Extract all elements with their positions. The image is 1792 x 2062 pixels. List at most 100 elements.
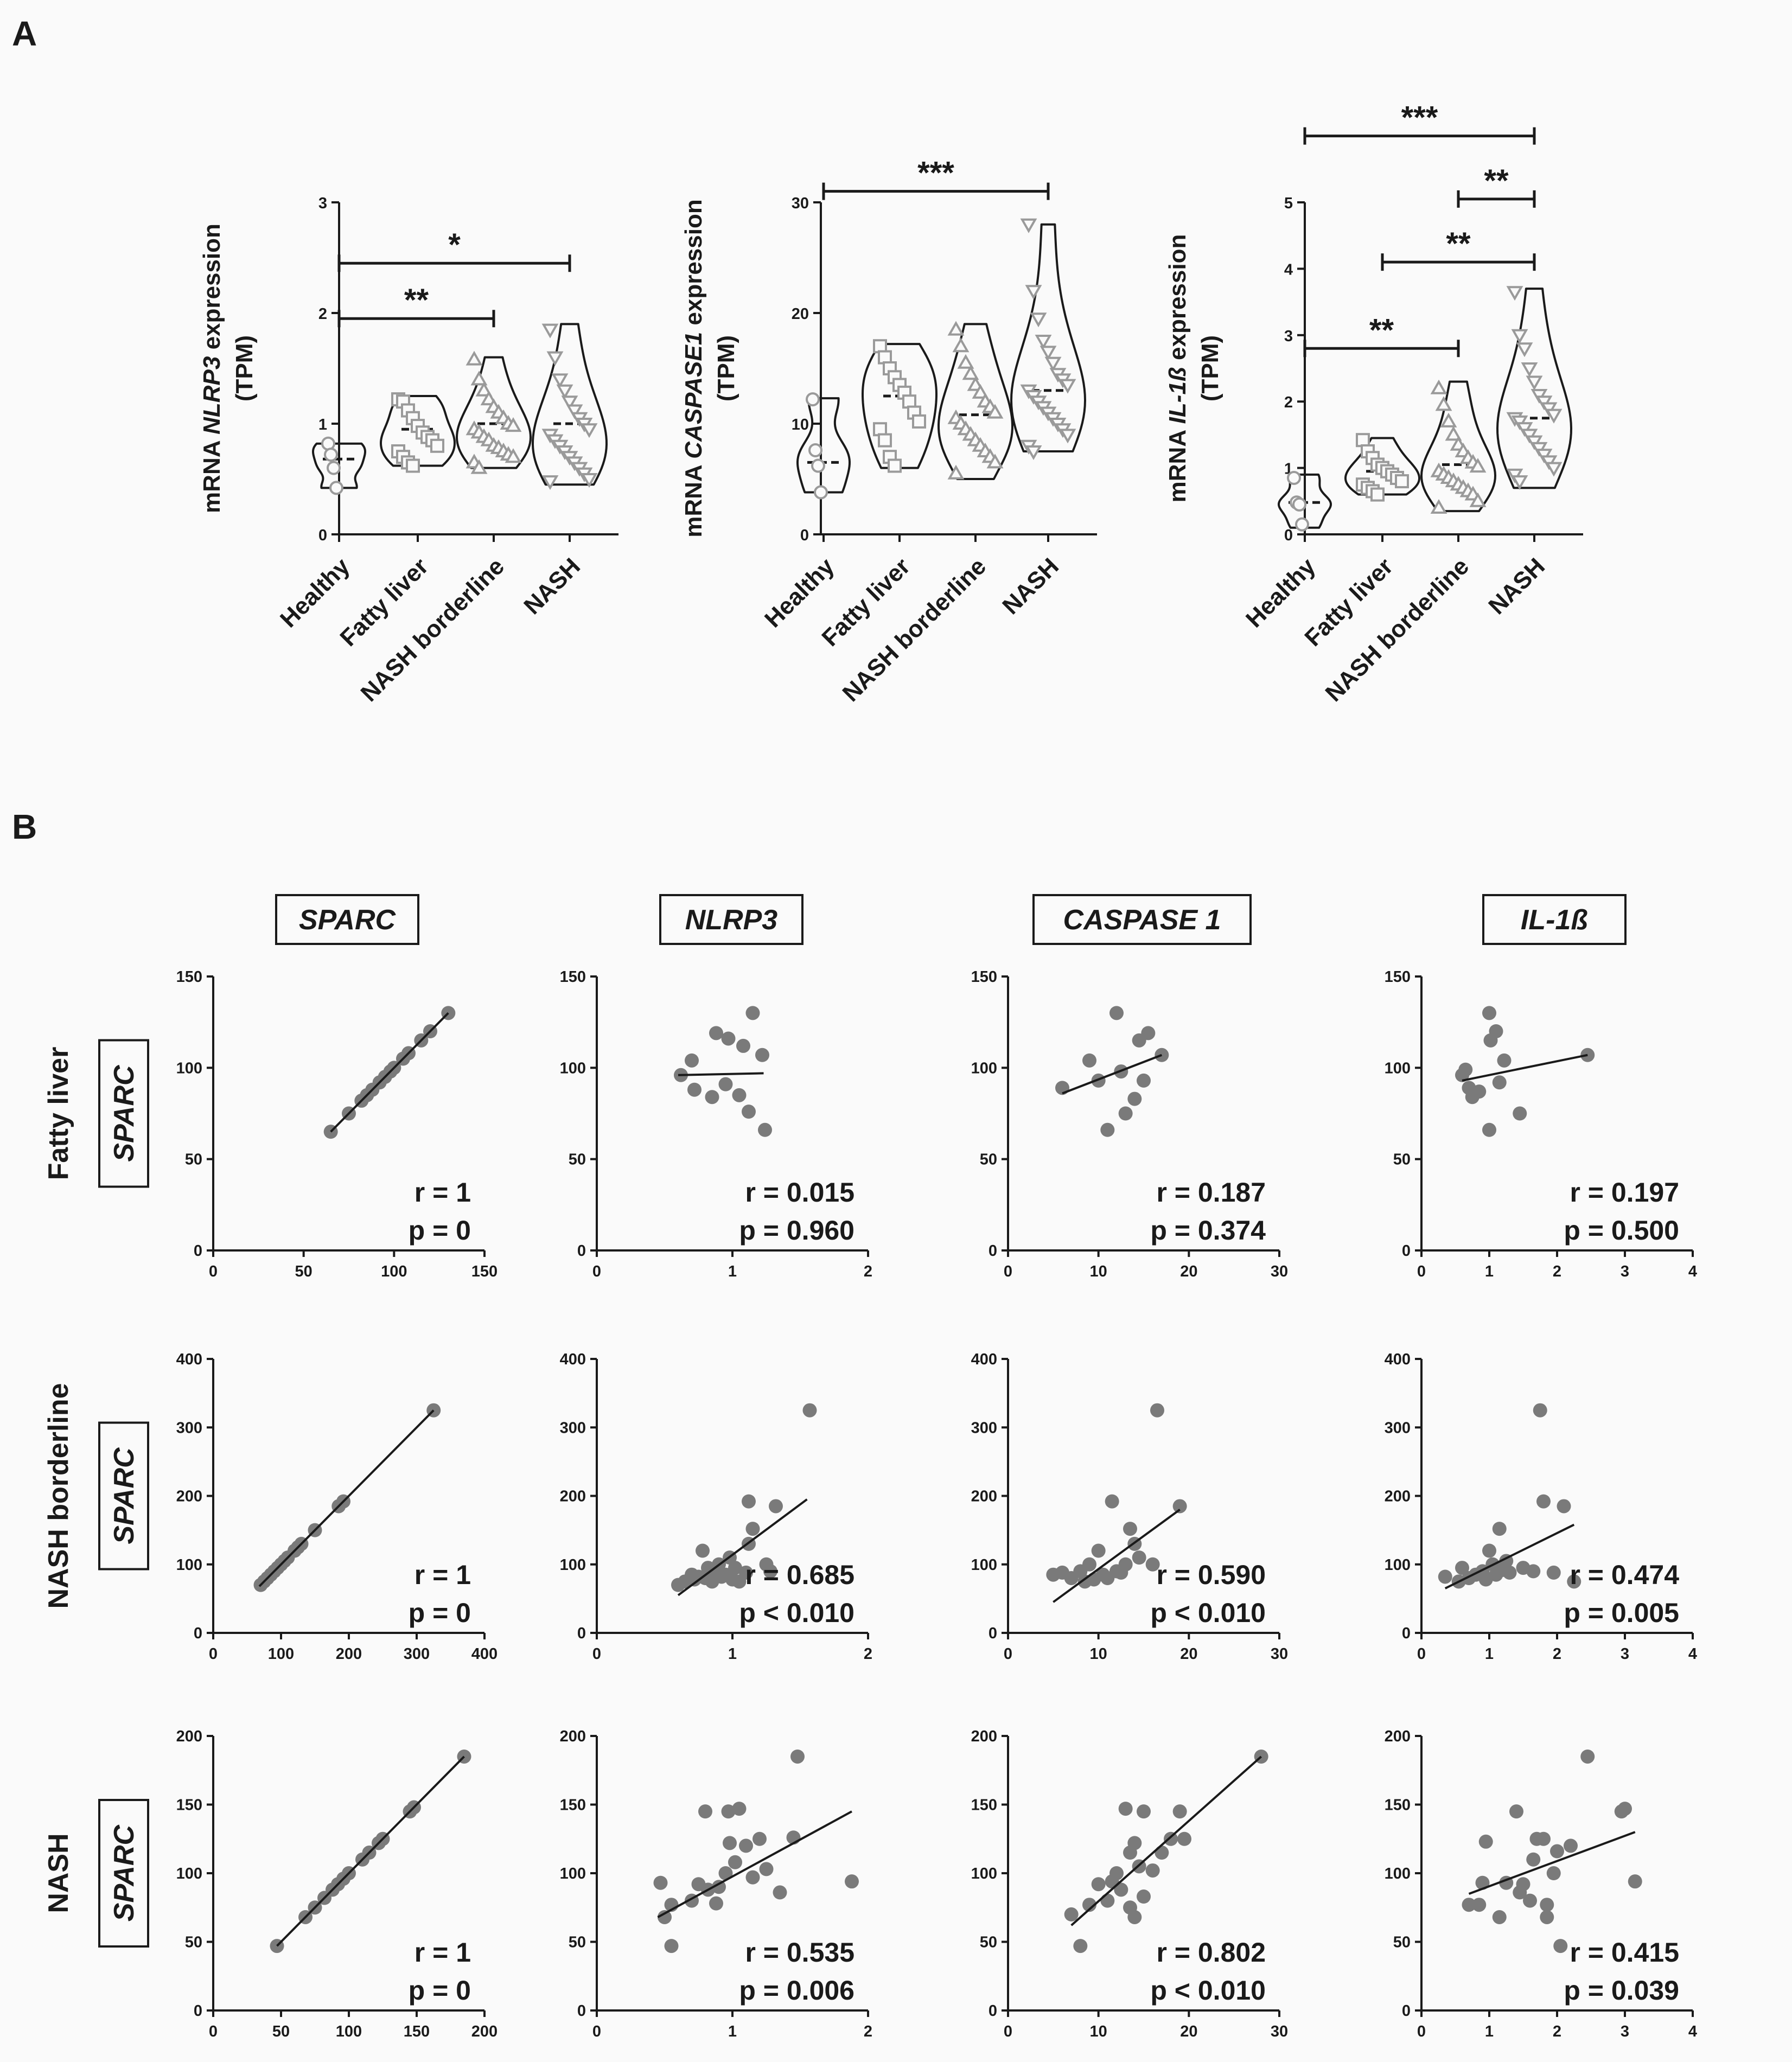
data-point [1553,1939,1568,1954]
y-axis-title: mRNA CASPASE1 expression [680,199,707,538]
data-point [790,1749,805,1764]
data-point [972,384,989,399]
data-point [1509,1804,1523,1819]
regression-line [1062,1054,1163,1095]
x-tick-label: 50 [272,2023,290,2040]
regression-line [1070,1755,1262,1926]
data-point [1145,1863,1160,1878]
data-point [1550,1844,1564,1859]
data-point [1100,1122,1115,1137]
row-gene-label: SPARC [109,1447,140,1544]
data-point [962,365,979,380]
x-tick-label: 4 [1688,1645,1697,1663]
data-point [745,1522,760,1536]
data-point [430,438,444,453]
x-tick-label: 0 [1417,1645,1426,1663]
significance-label: * [448,227,461,263]
scatter-plot-r0-c1: 0 50 100 150 0 1 2 r = 0.015 p = 0.960 [560,968,872,1280]
y-tick-label: 300 [560,1419,586,1437]
x-tick-label: 0 [209,1263,218,1280]
data-point [1114,1882,1128,1897]
data-point [1526,1852,1541,1867]
x-tick-label: 30 [1271,1263,1288,1280]
data-point [1082,1898,1096,1912]
data-point [696,1543,710,1558]
data-point [957,354,974,369]
data-point [742,1105,756,1119]
x-tick-label: 0 [592,1645,601,1663]
y-tick-label: 150 [971,1797,997,1814]
data-point [878,433,892,448]
data-point [1091,1543,1106,1558]
data-point [1455,1561,1469,1575]
p-value: p < 0.010 [1150,1598,1266,1628]
data-point [1628,1874,1642,1889]
data-point [1462,1898,1476,1912]
significance-bracket [1303,127,1536,145]
column-header-box [659,894,803,945]
y-axis-title-gene: NLRP3 [199,356,225,435]
data-point [1533,1403,1547,1418]
data-point [1482,1122,1496,1137]
x-tick-label: 0 [1004,1263,1012,1280]
data-point [475,381,493,397]
y-tick-label: 100 [176,1556,202,1574]
y-tick-label: 0 [318,527,327,544]
row-gene-box [98,1799,149,1948]
p-value: p < 0.010 [739,1598,854,1628]
data-point [685,1053,699,1068]
y-tick-label: 150 [1385,968,1411,986]
category-label: NASH borderline [837,553,991,707]
data-point [1109,1006,1124,1020]
x-tick-label: 10 [1090,1645,1107,1663]
scatter-plot-r1-c2: 0 100 200 300 400 0 10 20 30 r = 0.590 p < 0.010 [971,1351,1289,1663]
category-label: Healthy [1241,553,1321,633]
x-tick-label: 10 [1090,2023,1107,2040]
data-point [808,443,822,457]
significance-bracket [822,182,1050,200]
r-value: r = 0.590 [1156,1560,1266,1590]
regression-line [657,1810,852,1918]
y-tick-label: 200 [176,1488,202,1505]
data-point [1025,285,1042,300]
row-label: Fatty liver [43,1047,74,1180]
y-tick-label: 50 [980,1934,997,1951]
y-tick-label: 400 [560,1351,586,1368]
y-tick-label: 0 [1284,527,1293,544]
y-axis-title-prefix: mRNA [199,435,225,513]
data-point [1492,1522,1507,1536]
data-point [1356,433,1370,448]
data-point [1287,470,1301,485]
data-point [541,323,559,339]
data-point [709,1026,723,1040]
violin-body [1496,288,1572,489]
x-tick-label: 200 [336,1645,362,1663]
y-tick-label: 0 [577,1625,586,1642]
panel-label-b: B [12,807,37,846]
data-point [1082,1557,1096,1572]
category-label: NASH [519,553,585,620]
data-point [1109,1866,1124,1880]
p-value: p = 0.039 [1564,1975,1679,2006]
p-value: p = 0.006 [739,1975,854,2006]
data-point [1472,1898,1487,1912]
x-tick-label: 0 [209,1645,218,1663]
data-point [1082,1053,1096,1068]
y-axis-title-suffix: expression [680,199,707,332]
y-tick-label: 400 [1385,1351,1411,1368]
data-point [1059,379,1076,394]
r-value: r = 0.474 [1570,1560,1679,1590]
data-point [1127,1836,1142,1850]
data-point [1155,1846,1169,1860]
significance-bracket [1381,253,1536,271]
data-point [505,417,522,432]
x-tick-label: 100 [381,1263,407,1280]
x-tick-label: 2 [1553,2023,1561,2040]
data-point [470,459,488,474]
violin-body [1344,437,1420,496]
data-point [1523,1893,1537,1908]
violin-body [456,356,532,469]
data-point [712,1880,726,1894]
y-tick-label: 200 [560,1728,586,1745]
